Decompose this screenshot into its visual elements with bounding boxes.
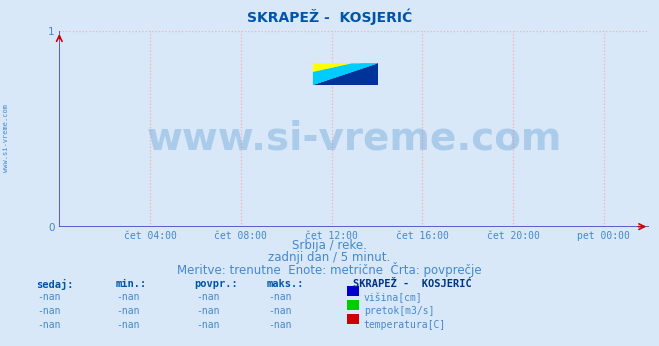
Text: -nan: -nan: [196, 292, 219, 302]
Text: -nan: -nan: [117, 306, 140, 316]
Text: -nan: -nan: [38, 320, 61, 330]
Text: www.si-vreme.com: www.si-vreme.com: [146, 120, 562, 158]
Text: temperatura[C]: temperatura[C]: [364, 320, 446, 330]
Polygon shape: [313, 63, 378, 85]
Text: sedaj:: sedaj:: [36, 279, 74, 290]
Polygon shape: [313, 63, 378, 85]
Text: -nan: -nan: [38, 306, 61, 316]
Text: -nan: -nan: [38, 292, 61, 302]
Text: zadnji dan / 5 minut.: zadnji dan / 5 minut.: [268, 251, 391, 264]
Text: povpr.:: povpr.:: [194, 279, 238, 289]
Text: -nan: -nan: [196, 320, 219, 330]
Text: min.:: min.:: [115, 279, 146, 289]
Polygon shape: [313, 63, 378, 85]
Text: -nan: -nan: [268, 292, 292, 302]
Text: -nan: -nan: [268, 306, 292, 316]
Text: pretok[m3/s]: pretok[m3/s]: [364, 306, 434, 316]
Text: SKRAPEŽ -  KOSJERIĆ: SKRAPEŽ - KOSJERIĆ: [247, 9, 412, 25]
Text: SKRAPEŽ -  KOSJERIĆ: SKRAPEŽ - KOSJERIĆ: [353, 279, 471, 289]
Polygon shape: [313, 63, 378, 85]
Text: -nan: -nan: [196, 306, 219, 316]
Text: www.si-vreme.com: www.si-vreme.com: [3, 104, 9, 172]
Text: -nan: -nan: [117, 292, 140, 302]
Text: Meritve: trenutne  Enote: metrične  Črta: povprečje: Meritve: trenutne Enote: metrične Črta: …: [177, 262, 482, 277]
Text: -nan: -nan: [117, 320, 140, 330]
Text: maks.:: maks.:: [267, 279, 304, 289]
Text: -nan: -nan: [268, 320, 292, 330]
Text: Srbija / reke.: Srbija / reke.: [292, 239, 367, 252]
Text: višina[cm]: višina[cm]: [364, 292, 422, 303]
